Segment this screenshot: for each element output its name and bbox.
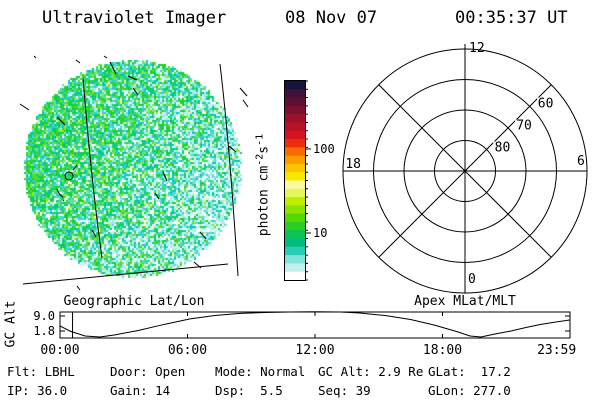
colorbar-band: [285, 122, 305, 132]
status-field: Door: Open: [110, 364, 186, 379]
colorbar-band: [285, 246, 305, 256]
status-field: Flt: LBHL: [7, 364, 75, 379]
geo-contour-line: [22, 263, 229, 285]
mlt-label: 18: [345, 157, 361, 172]
status-field: Dsp: 5.5: [215, 383, 283, 398]
colorbar-band: [285, 238, 305, 248]
colorbar-unit-base2: s: [256, 145, 272, 154]
colorbar-tick-label: 100: [313, 142, 335, 156]
geo-contour-dash: [242, 99, 249, 108]
colorbar-band: [285, 205, 305, 215]
geo-contour-dash: [62, 199, 65, 202]
colorbar-band: [285, 271, 305, 281]
colorbar-unit-base: photon cm: [256, 165, 272, 237]
mlt-label: 6: [577, 154, 585, 169]
colorbar-band: [285, 230, 305, 240]
mlt-label: 12: [469, 41, 485, 56]
mlat-ring-label: 80: [493, 140, 512, 156]
colorbar-band: [285, 97, 305, 107]
colorbar-tick-label: 10: [313, 226, 327, 240]
mlat-ring-label: 70: [515, 118, 533, 134]
geo-contour-dash: [76, 285, 81, 291]
time-axis-label: 23:59: [537, 343, 576, 358]
status-field: Gain: 14: [110, 383, 171, 398]
mlt-label: 0: [468, 272, 476, 287]
geo-contour-dash: [193, 261, 202, 269]
gc-alt-tick-label: 1.8: [33, 324, 55, 338]
colorbar-band: [285, 213, 305, 223]
date-label: 08 Nov 07: [285, 8, 378, 28]
geo-contour-line: [56, 188, 64, 198]
colorbar-band: [285, 221, 305, 231]
time-axis-label: 18:00: [423, 343, 462, 358]
geo-contour-dash: [162, 171, 168, 182]
uv-image-caption: Geographic Lat/Lon: [63, 294, 205, 309]
colorbar-band: [285, 81, 305, 90]
colorbar-unit-label: photon cm-2s-1: [254, 134, 271, 236]
colorbar-band: [285, 263, 305, 273]
strip-chart-ylabel: GC Alt: [3, 300, 19, 348]
geo-contour-line: [72, 164, 78, 171]
time-axis-label: 06:00: [168, 343, 207, 358]
geo-contour-dash: [199, 231, 207, 240]
mlat-ring-label: 60: [536, 96, 555, 112]
time-axis-label: 12:00: [295, 343, 334, 358]
colorbar-band: [285, 180, 305, 190]
time-ut-label: 00:35:37 UT: [455, 8, 568, 28]
colorbar-band: [285, 163, 305, 173]
colorbar-band: [285, 255, 305, 264]
gc-alt-tick-label: 9.0: [33, 309, 55, 323]
geo-contour-dash: [91, 229, 97, 238]
page-title: Ultraviolet Imager: [42, 8, 227, 28]
geo-contour-dash: [103, 55, 108, 59]
geo-contour-dash: [109, 61, 117, 75]
status-field: Mode: Normal: [215, 364, 306, 379]
geo-contour-dash: [132, 87, 139, 96]
geo-contour-dash: [127, 75, 138, 81]
status-field: Seq: 39: [318, 383, 371, 398]
polar-plot-caption: Apex MLat/MLT: [414, 294, 516, 309]
geo-contour-line: [82, 77, 103, 259]
colorbar-band: [285, 188, 305, 198]
gc-alt-curve: [59, 311, 570, 338]
time-axis-label: 00:00: [40, 343, 79, 358]
colorbar-band: [285, 197, 305, 206]
colorbar-band: [285, 172, 305, 181]
colorbar-band: [285, 105, 305, 115]
geo-contour-loop: [64, 171, 74, 181]
geo-contour-dash: [33, 55, 37, 59]
geo-contour-line: [219, 63, 239, 277]
colorbar-band: [285, 130, 305, 140]
geo-contour-dash: [239, 87, 248, 97]
uv-image-canvas: [22, 56, 246, 284]
colorbar-band: [285, 114, 305, 123]
status-field: GLon: 277.0: [428, 383, 511, 398]
colorbar-band: [285, 89, 305, 99]
polar-spoke-diagonal: [378, 84, 552, 258]
status-field: IP: 36.0: [7, 383, 68, 398]
colorbar-unit-exp2: -1: [254, 133, 266, 146]
colorbar-band: [285, 147, 305, 157]
colorbar-band: [285, 139, 305, 148]
geo-contour-dash: [228, 145, 237, 153]
geo-contour-dash: [154, 192, 160, 200]
geo-contour-dash: [75, 59, 81, 64]
geo-contour-dash: [56, 116, 66, 126]
colorbar-unit-exp1: -2: [254, 153, 266, 166]
status-field: GC Alt: 2.9 Re: [318, 364, 424, 379]
status-field: GLat: 17.2: [428, 364, 511, 379]
colorbar-band: [285, 155, 305, 165]
geo-contour-dash: [19, 103, 30, 111]
